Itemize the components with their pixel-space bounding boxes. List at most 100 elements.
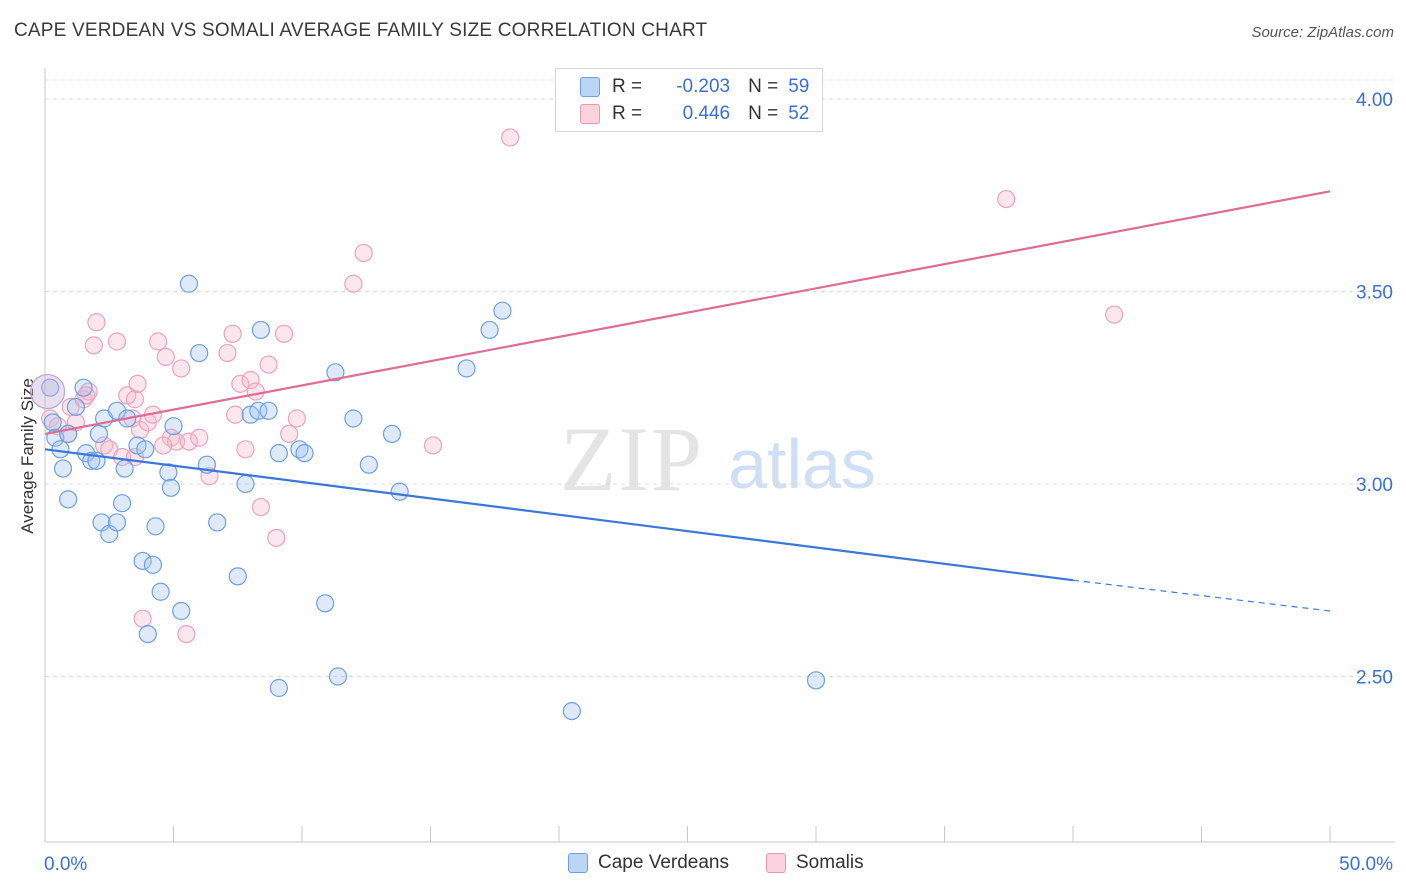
somali-point	[501, 128, 520, 147]
cape-verdean-trend-line	[44, 448, 1074, 582]
cape-verdean-point	[112, 494, 132, 513]
somali-point	[87, 313, 106, 332]
cape-verdean-point	[251, 320, 270, 340]
cape-verdean-point	[179, 274, 199, 293]
legend-n-value: 59	[788, 76, 810, 97]
somali-point	[133, 609, 152, 628]
cape-verdean-point	[29, 373, 66, 410]
somali-point	[259, 355, 278, 374]
somali-point	[280, 424, 299, 443]
source-label: Source: ZipAtlas.com	[1251, 24, 1394, 41]
somali-point	[267, 528, 286, 547]
legend-item-somalis[interactable]: Somalis	[766, 852, 864, 874]
cape-verdean-point	[344, 409, 363, 428]
somali-point	[997, 189, 1016, 209]
somali-point	[241, 370, 260, 390]
cape-verdean-point	[151, 582, 170, 601]
cape-verdean-point	[316, 594, 335, 613]
somali-point	[156, 347, 175, 366]
watermark-zip: ZIP	[560, 408, 704, 510]
cape-verdean-point	[115, 459, 134, 478]
cape-verdean-point	[328, 667, 348, 686]
legend-swatch-blue	[580, 77, 600, 97]
cape-verdean-point	[89, 424, 109, 443]
somali-point	[130, 420, 150, 440]
cape-verdean-point	[138, 624, 157, 644]
cape-verdean-point	[382, 424, 402, 443]
cape-verdean-point	[74, 378, 93, 397]
somali-point	[218, 343, 237, 363]
watermark: ZIP atlas	[560, 408, 876, 510]
legend-r-value: -0.203	[676, 76, 731, 97]
somali-point	[287, 409, 306, 428]
series-legend: Cape Verdeans Somalis	[0, 852, 1406, 878]
cape-verdean-point	[136, 440, 155, 459]
cape-verdean-point	[172, 601, 191, 621]
somali-point	[226, 405, 245, 424]
cape-verdean-points	[29, 274, 826, 721]
legend-n-value: 52	[788, 103, 810, 124]
somali-point	[107, 332, 127, 351]
y-tick-label: 3.50	[1356, 282, 1393, 303]
cape-verdean-point	[390, 482, 409, 501]
cape-verdean-point	[295, 444, 314, 463]
cape-verdean-point	[269, 678, 288, 698]
cape-verdean-point	[43, 413, 62, 432]
somali-point	[236, 440, 255, 459]
y-tick-label: 4.00	[1356, 90, 1393, 111]
cape-verdean-point	[236, 474, 255, 494]
legend-r-value: 0.446	[682, 103, 731, 124]
somali-point	[84, 336, 103, 355]
somali-point	[190, 428, 209, 447]
cape-verdean-point	[269, 444, 288, 463]
somali-point	[200, 467, 219, 486]
y-tick-label: 2.50	[1356, 667, 1393, 688]
somali-point	[154, 436, 173, 455]
cape-verdean-point	[146, 517, 165, 536]
chart-title: CAPE VERDEAN VS SOMALI AVERAGE FAMILY SI…	[14, 20, 708, 41]
watermark-atlas: atlas	[728, 425, 876, 503]
somali-point	[179, 432, 199, 451]
tick-labels: 2.50 3.00 3.50 4.00 0.0% 50.0%	[44, 90, 1393, 875]
somali-point	[148, 332, 168, 351]
cape-verdean-point	[59, 490, 78, 509]
somali-point	[223, 324, 242, 343]
legend-r-label: R =	[612, 103, 643, 124]
cape-verdean-point	[806, 671, 826, 690]
cape-verdean-point	[133, 551, 152, 571]
somali-point	[128, 374, 147, 393]
cape-verdean-point	[66, 397, 85, 417]
somali-point	[246, 382, 265, 401]
cape-verdean-point	[143, 555, 163, 574]
cape-verdean-point	[228, 567, 247, 586]
somali-point	[125, 390, 145, 409]
legend-swatch-pink	[580, 104, 600, 124]
somali-point	[177, 624, 196, 644]
cape-verdean-point	[51, 440, 70, 459]
somali-point	[354, 243, 373, 263]
legend-row-somalis: R = 0.446 N = 52	[580, 101, 809, 127]
cape-verdean-point	[107, 513, 127, 532]
correlation-legend: R = -0.203 N = 59 R = 0.446 N = 52	[555, 68, 823, 132]
cape-verdean-point	[161, 478, 181, 497]
cape-verdean-trend-extension	[1072, 579, 1331, 612]
legend-swatch-blue	[568, 853, 588, 873]
trend-lines	[44, 190, 1331, 612]
cape-verdean-point	[259, 401, 278, 420]
cape-verdean-point	[41, 378, 60, 397]
cape-verdean-point	[249, 401, 268, 420]
x-tick-label-min: 0.0%	[44, 854, 87, 875]
somali-point	[172, 359, 191, 378]
somali-point	[251, 497, 270, 517]
cape-verdean-point	[480, 320, 499, 340]
cape-verdean-point	[562, 701, 581, 721]
x-tick-label-max: 50.0%	[1339, 854, 1393, 875]
cape-verdean-point	[457, 359, 476, 378]
legend-label: Cape Verdeans	[598, 852, 729, 873]
legend-n-label: N =	[748, 103, 779, 124]
somali-point	[1105, 305, 1124, 324]
legend-item-cape-verdeans[interactable]: Cape Verdeans	[568, 852, 729, 874]
somali-point	[423, 436, 443, 455]
somali-point	[231, 374, 250, 393]
